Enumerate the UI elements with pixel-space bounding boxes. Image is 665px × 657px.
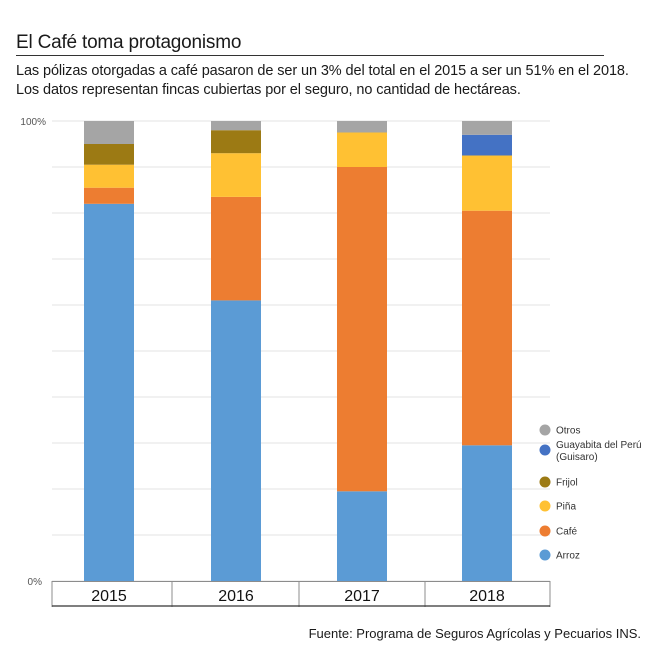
bar-segment	[211, 196, 261, 301]
bar-segment	[84, 164, 134, 188]
x-tick-label: 2017	[344, 588, 380, 605]
bar-segment	[211, 153, 261, 197]
legend-marker	[539, 525, 551, 537]
bar-segment	[462, 155, 512, 211]
bar-segment	[337, 121, 387, 133]
title-divider	[16, 55, 604, 56]
legend-label: Otros	[556, 426, 580, 437]
y-tick-label: 0%	[28, 577, 43, 588]
legend-marker	[539, 549, 551, 561]
bar-segment	[462, 210, 512, 446]
bar-segment	[84, 187, 134, 204]
legend-label: Café	[556, 527, 578, 538]
legend-marker	[539, 444, 551, 456]
bar-segment	[337, 491, 387, 581]
bar-segment	[462, 134, 512, 156]
x-tick-label: 2016	[218, 588, 254, 605]
bar-segment	[462, 445, 512, 581]
bar-segment	[337, 132, 387, 167]
source-note: Fuente: Programa de Seguros Agrícolas y …	[308, 626, 641, 641]
subtitle-line-2: Los datos representan fincas cubiertas p…	[16, 82, 521, 98]
legend-label: Piña	[556, 502, 576, 513]
chart-subtitle: Las pólizas otorgadas a café pasaron de …	[16, 62, 629, 100]
legend-marker	[539, 500, 551, 512]
bar-segment	[211, 121, 261, 131]
bar-segment	[337, 167, 387, 492]
legend-label: Frijol	[556, 478, 578, 489]
bar-segment	[84, 121, 134, 144]
chart-title: El Café toma protagonismo	[16, 32, 242, 53]
y-tick-label: 100%	[20, 117, 46, 128]
legend-label: Guayabita del Perú (Guisaro)	[556, 440, 642, 463]
legend-marker	[539, 476, 551, 488]
bar-segment	[84, 144, 134, 165]
bar-segment	[84, 203, 134, 582]
subtitle-line-1: Las pólizas otorgadas a café pasaron de …	[16, 63, 629, 79]
bar-segment	[211, 130, 261, 154]
bar-segment	[211, 300, 261, 581]
legend-label: Arroz	[556, 551, 580, 562]
legend-marker	[539, 424, 551, 436]
bar-segment	[462, 121, 512, 135]
x-tick-label: 2015	[91, 588, 127, 605]
x-tick-label: 2018	[469, 588, 505, 605]
